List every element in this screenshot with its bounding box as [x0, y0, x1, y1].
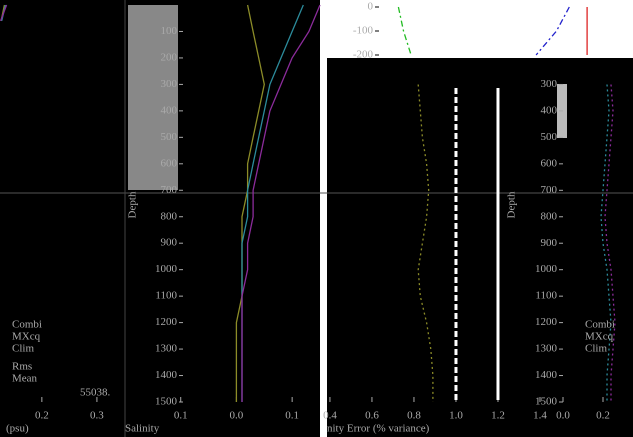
- x-tick-label: 0.8: [407, 410, 421, 422]
- x-tick-label: 0.1: [285, 410, 299, 422]
- x2-tick-label: 0.2: [596, 410, 610, 422]
- x-tick-label: 1.0: [449, 410, 463, 422]
- y-tick-label: 100: [161, 25, 178, 37]
- x2-tick-label: 0.0: [556, 410, 570, 422]
- y-tick-label: 1300: [155, 343, 178, 355]
- y-tick-label: 600: [541, 157, 558, 169]
- x-tick-label: 0.2: [35, 410, 49, 422]
- y-tick-label: 800: [161, 210, 178, 222]
- y-tick-label: 700: [541, 184, 558, 196]
- x-tick-label: 0.1: [174, 410, 188, 422]
- y-tick-label: 700: [161, 184, 178, 196]
- y-tick-label: 400: [161, 104, 178, 116]
- profile-line: [235, 4, 265, 402]
- y-tick-label: 1200: [535, 316, 558, 328]
- y-tick-label: 300: [541, 78, 558, 90]
- profile-line: [535, 6, 570, 56]
- legend-entry: Combi: [12, 319, 42, 331]
- y-axis-label: Depth: [506, 191, 518, 218]
- y-tick-label: 1100: [155, 290, 177, 302]
- y-axis-label: Depth: [127, 191, 139, 218]
- legend-entry: Combi: [585, 319, 615, 331]
- profile-line: [604, 84, 616, 402]
- x-axis-label: nity Error (% variance): [327, 423, 430, 435]
- x-tick-label: 1.4: [533, 410, 547, 422]
- annotation: Mean: [12, 373, 38, 385]
- x-tick-label: 0.6: [365, 410, 379, 422]
- y-tick-label: 1300: [535, 343, 558, 355]
- y-tick-label: 1100: [535, 290, 557, 302]
- annotation: Rms: [12, 361, 32, 373]
- profile-line: [0, 4, 8, 22]
- annotation: 55038.: [80, 387, 111, 399]
- y-tick-label: 900: [161, 237, 178, 249]
- y-tick-label: 500: [161, 131, 178, 143]
- y-tick-label: -100: [353, 25, 374, 37]
- y-tick-label: 200: [161, 51, 178, 63]
- y-tick-label: 1500: [535, 396, 558, 408]
- y-tick-label: 800: [541, 210, 558, 222]
- panel-gap: [320, 0, 327, 437]
- y-tick-label: 300: [161, 78, 178, 90]
- y-tick-label: 400: [541, 104, 558, 116]
- x-tick-label: 0.3: [90, 410, 104, 422]
- profile-line: [241, 4, 321, 402]
- y-tick-label: 0: [368, 1, 374, 13]
- top-panel-bg: [327, 0, 633, 58]
- x-tick-label: 0.4: [323, 410, 337, 422]
- y-tick-label: 1000: [535, 263, 558, 275]
- profile-line: [600, 84, 612, 402]
- x-axis-label: Salinity: [125, 423, 160, 435]
- legend-entry: MXcq: [12, 331, 41, 343]
- legend-entry: Clim: [585, 343, 607, 355]
- x-tick-label: 1.2: [491, 410, 505, 422]
- y-tick-label: 1400: [535, 369, 558, 381]
- grey-block: [128, 5, 178, 190]
- legend-entry: MXcq: [585, 331, 614, 343]
- y-tick-label: -200: [353, 49, 374, 61]
- y-tick-label: 1400: [155, 369, 178, 381]
- y-tick-label: 1000: [155, 263, 178, 275]
- y-tick-label: 1500: [155, 396, 178, 408]
- y-tick-label: 600: [161, 157, 178, 169]
- legend-entry: Clim: [12, 343, 34, 355]
- profile-line: [397, 6, 412, 56]
- y-tick-label: 900: [541, 237, 558, 249]
- x-tick-label: 0.0: [230, 410, 244, 422]
- y-tick-label: 1200: [155, 316, 178, 328]
- y-tick-label: 500: [541, 131, 558, 143]
- x-axis-label: (psu): [6, 423, 29, 435]
